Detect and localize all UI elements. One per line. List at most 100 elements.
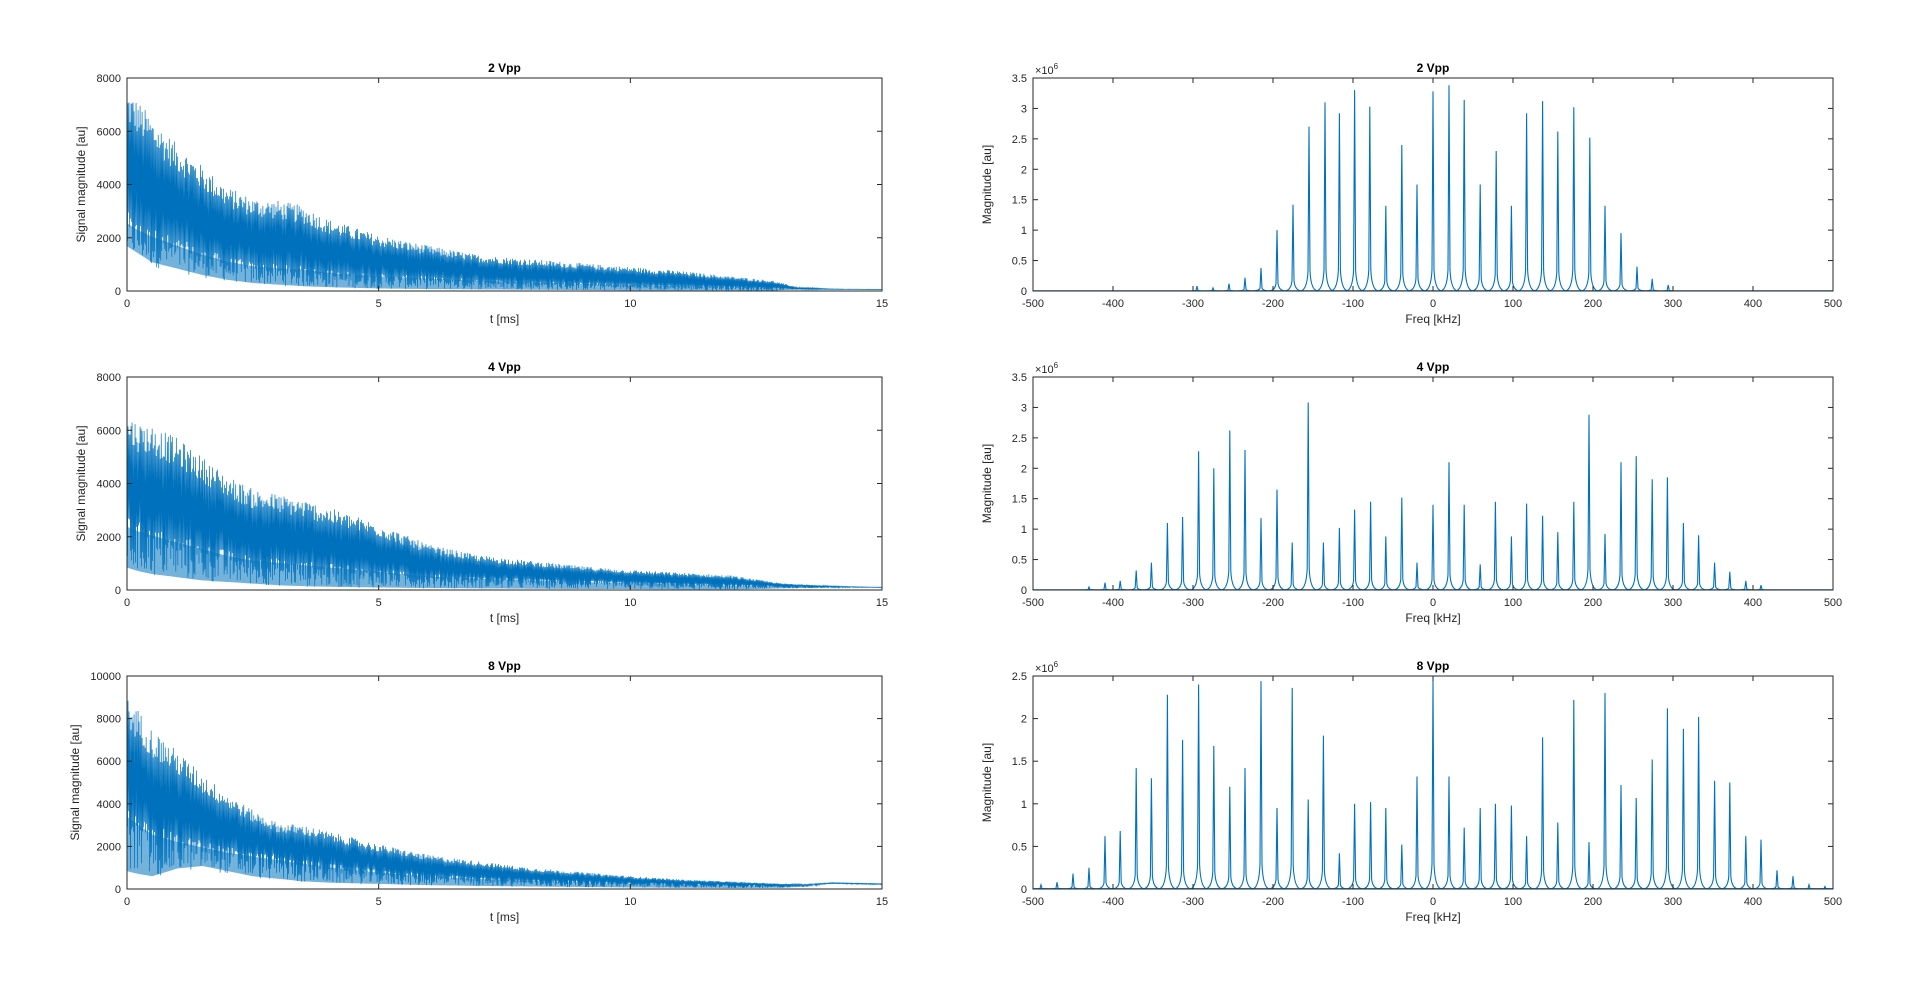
y-tick-label: 3.5 bbox=[1012, 372, 1027, 384]
spectral-peak bbox=[1564, 699, 1583, 889]
x-tick-label: 0 bbox=[1430, 298, 1436, 310]
signal-dense-band bbox=[127, 816, 882, 888]
chart-time-4vpp: 0 5 10 15 0 2000 4000 6000 8000 4 Vpp t [ms] Signal… bbox=[74, 360, 888, 625]
y-tick-label: 1 bbox=[1021, 799, 1027, 811]
spectral-peak bbox=[1345, 803, 1364, 889]
signal-dense-band bbox=[127, 526, 882, 590]
spectral-peak bbox=[1487, 151, 1506, 291]
spectral-peak bbox=[1392, 844, 1411, 889]
x-tick-label: 400 bbox=[1744, 597, 1762, 609]
spectral-peak bbox=[1689, 716, 1708, 889]
y-tick-label: 3 bbox=[1021, 402, 1027, 414]
spectral-peak bbox=[1376, 205, 1395, 291]
x-tick-label: 10 bbox=[624, 597, 636, 609]
spectral-peak bbox=[1455, 504, 1474, 590]
axes-box bbox=[126, 675, 883, 890]
spectral-peak bbox=[1674, 728, 1693, 889]
spectral-peak bbox=[1595, 205, 1615, 291]
spectral-peak bbox=[1330, 113, 1349, 291]
spectral-peak bbox=[1517, 836, 1536, 889]
spectral-peak bbox=[1407, 184, 1427, 291]
y-axis-label: Signal magnitude [au] bbox=[74, 425, 88, 541]
plot-area bbox=[127, 101, 882, 291]
spectral-peak bbox=[1439, 776, 1459, 889]
x-tick-label: 500 bbox=[1824, 298, 1842, 310]
x-tick-label: 15 bbox=[876, 298, 888, 310]
y-axis-label: Magnitude [au] bbox=[980, 743, 994, 822]
x-tick-label: 0 bbox=[124, 597, 130, 609]
spectral-peak bbox=[1533, 737, 1552, 889]
spectral-peak bbox=[1314, 542, 1333, 590]
y-tick-label: 2000 bbox=[97, 841, 121, 853]
x-tick-label: 500 bbox=[1824, 597, 1842, 609]
spectral-peak bbox=[1189, 684, 1208, 889]
spectral-peak bbox=[1579, 414, 1599, 590]
x-tick-label: -300 bbox=[1182, 896, 1204, 908]
spectral-peak bbox=[1611, 462, 1631, 590]
spectral-peak bbox=[1267, 489, 1287, 590]
spectral-peak bbox=[1361, 802, 1380, 889]
x-tick-label: 15 bbox=[876, 597, 888, 609]
y-tick-label: 2000 bbox=[97, 233, 121, 245]
x-tick-label: -400 bbox=[1102, 896, 1124, 908]
y-exponent-label: ×106 bbox=[1035, 660, 1059, 675]
spectral-peak bbox=[1611, 233, 1631, 291]
spectral-peak bbox=[1580, 137, 1599, 291]
spectral-peak bbox=[1392, 144, 1411, 291]
y-tick-label: 2.5 bbox=[1012, 134, 1027, 146]
x-axis-label: t [ms] bbox=[490, 312, 519, 326]
x-tick-label: 0 bbox=[124, 298, 130, 310]
y-axis-label: Signal magnitude [au] bbox=[68, 724, 82, 840]
x-tick-label: -500 bbox=[1022, 298, 1044, 310]
x-tick-label: -100 bbox=[1342, 298, 1364, 310]
y-tick-label: 2000 bbox=[97, 532, 121, 544]
x-axis-label: t [ms] bbox=[490, 910, 519, 924]
spectral-peak bbox=[1235, 768, 1255, 889]
y-tick-label: 6000 bbox=[97, 425, 121, 437]
y-tick-label: 0.5 bbox=[1012, 256, 1027, 268]
y-tick-label: 0 bbox=[115, 585, 121, 597]
spectral-peak bbox=[1392, 497, 1411, 590]
x-tick-label: 0 bbox=[1430, 597, 1436, 609]
y-tick-label: 1.5 bbox=[1012, 195, 1027, 207]
plot-area bbox=[127, 418, 882, 590]
spectral-peak bbox=[1502, 536, 1521, 590]
spectral-peak bbox=[1220, 430, 1239, 590]
y-axis-label: Signal magnitude [au] bbox=[74, 126, 88, 242]
x-tick-label: 300 bbox=[1664, 896, 1682, 908]
y-tick-label: 0 bbox=[115, 884, 121, 896]
chart-freq-2vpp: -500 -400 -300 -200 -100 0 100 200 300 400 500 0 0.5… bbox=[980, 61, 1842, 326]
spectral-peak bbox=[1330, 527, 1349, 590]
spectral-peak bbox=[1158, 523, 1177, 590]
y-tick-label: 0 bbox=[1021, 286, 1027, 298]
spectral-peak bbox=[1611, 785, 1631, 889]
spectral-peak bbox=[1204, 745, 1223, 889]
y-axis-label: Magnitude [au] bbox=[980, 444, 994, 523]
x-tick-label: -200 bbox=[1262, 896, 1284, 908]
y-tick-label: 1 bbox=[1021, 225, 1027, 237]
spectral-peak bbox=[1455, 827, 1474, 889]
spectral-peak bbox=[1486, 501, 1505, 590]
x-axis-label: Freq [kHz] bbox=[1405, 611, 1460, 625]
y-tick-label: 1.5 bbox=[1012, 494, 1027, 506]
spectral-peak bbox=[1674, 523, 1693, 590]
spectral-peak bbox=[1564, 501, 1583, 590]
spectral-peak bbox=[1579, 842, 1599, 889]
x-tick-label: -300 bbox=[1182, 597, 1204, 609]
spectral-peak bbox=[1658, 708, 1677, 889]
x-tick-label: 100 bbox=[1504, 896, 1522, 908]
x-tick-label: -500 bbox=[1022, 896, 1044, 908]
spectral-peak bbox=[1283, 542, 1302, 590]
y-tick-label: 4000 bbox=[97, 479, 121, 491]
x-axis-label: Freq [kHz] bbox=[1405, 312, 1460, 326]
spectral-peak bbox=[1548, 131, 1567, 291]
chart-time-2vpp: 0 5 10 15 0 2000 4000 6000 8000 2 Vpp t [ms] Signal… bbox=[74, 61, 888, 326]
spectral-peak bbox=[1283, 204, 1303, 291]
spectral-peak bbox=[1095, 836, 1115, 889]
chart-freq-4vpp: -500 -400 -300 -200 -100 0 100 200 300 400 500 0 0.5… bbox=[980, 360, 1842, 625]
spectral-peak bbox=[1299, 402, 1318, 590]
y-tick-label: 0 bbox=[1021, 884, 1027, 896]
spectral-peak bbox=[1627, 797, 1646, 889]
signal-trace bbox=[127, 418, 882, 590]
